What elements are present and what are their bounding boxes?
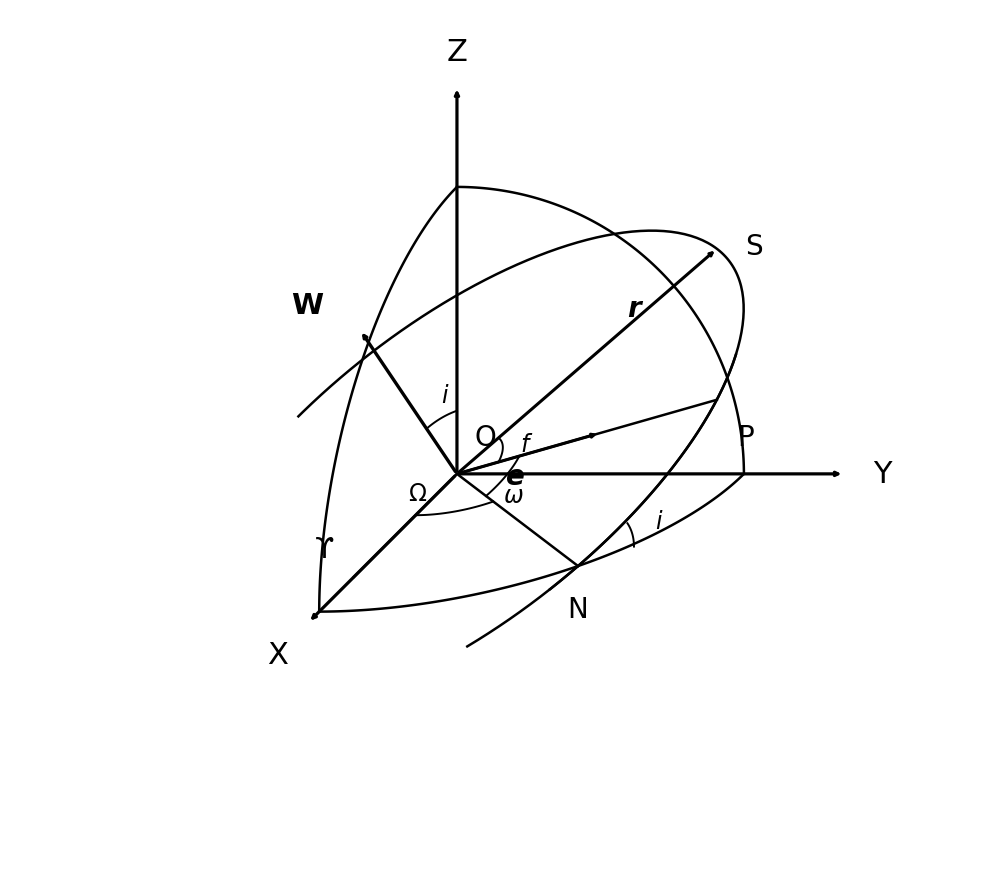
Text: $\boldsymbol{e}$: $\boldsymbol{e}$: [505, 463, 525, 491]
Text: $\boldsymbol{r}$: $\boldsymbol{r}$: [627, 295, 644, 322]
Text: $f$: $f$: [520, 432, 533, 456]
Text: N: N: [568, 595, 588, 623]
Text: $i$: $i$: [441, 383, 450, 408]
Text: O: O: [474, 424, 496, 452]
Text: ϒ: ϒ: [315, 535, 335, 563]
Text: $\Omega$: $\Omega$: [408, 481, 427, 505]
Text: $i$: $i$: [655, 510, 664, 533]
Text: Y: Y: [873, 460, 892, 488]
Text: X: X: [267, 640, 288, 669]
Text: Z: Z: [447, 39, 467, 68]
Text: P: P: [737, 424, 754, 452]
Text: $\omega$: $\omega$: [503, 483, 524, 507]
Text: S: S: [746, 232, 763, 260]
Text: W: W: [291, 291, 323, 319]
